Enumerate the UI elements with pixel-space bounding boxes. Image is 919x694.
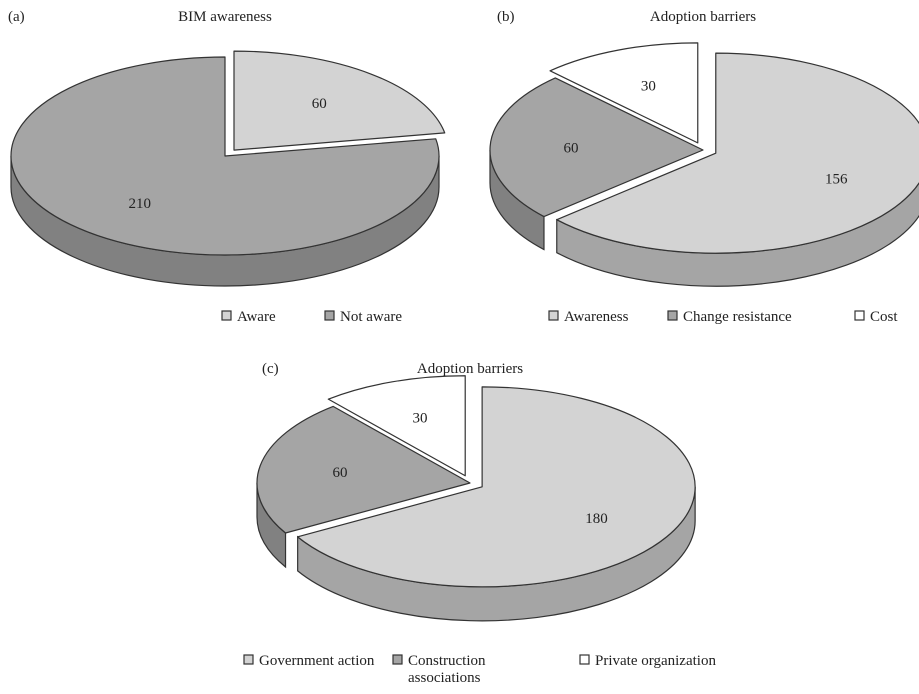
legend-swatch	[579, 654, 590, 665]
legend: Aware Not aware	[221, 309, 402, 325]
panel-letter: (c)	[262, 361, 279, 377]
data-label-not-aware: 210	[128, 196, 151, 212]
slice-government-action	[297, 386, 696, 588]
legend-label: associations	[408, 670, 481, 686]
data-label-cost: 30	[641, 78, 656, 94]
legend-swatch	[392, 654, 403, 665]
data-label-construction-associations: 60	[332, 465, 347, 481]
data-label-government-action: 180	[585, 511, 608, 527]
legend-label: Government action	[259, 653, 375, 669]
panel-letter: (b)	[497, 9, 515, 25]
slice-private-organization	[327, 375, 466, 477]
slice-aware	[233, 50, 446, 151]
legend: Government action Constructionassociation…	[243, 653, 716, 686]
legend-item-private-organization: Private organization	[579, 653, 716, 669]
slice-cost	[549, 42, 699, 144]
legend-item-not-aware: Not aware	[324, 309, 402, 325]
legend-swatch	[667, 310, 678, 321]
legend-item-aware: Aware	[221, 309, 276, 325]
data-label-private-organization: 30	[413, 411, 428, 427]
legend-label: Change resistance	[683, 309, 792, 325]
slice-awareness	[556, 52, 919, 254]
chart-panel-1: 60 210 (a) BIM awareness Aware Not aware	[8, 9, 446, 325]
legend-swatch	[243, 654, 254, 665]
slice-change-resistance	[489, 77, 704, 218]
legend-swatch	[548, 310, 559, 321]
chart-title: Adoption barriers	[650, 9, 756, 25]
chart-title: BIM awareness	[178, 9, 272, 25]
legend-swatch	[324, 310, 335, 321]
chart-panel-3: 180 60 30 (c) Adoption barriers Government ac…	[243, 361, 716, 686]
panel-letter: (a)	[8, 9, 25, 25]
legend-swatch	[854, 310, 865, 321]
legend-swatch	[221, 310, 232, 321]
legend-label: Construction	[408, 653, 486, 669]
legend-item-awareness: Awareness	[548, 309, 629, 325]
legend-label: Private organization	[595, 653, 716, 669]
data-label-awareness: 156	[825, 172, 848, 188]
data-label-aware: 60	[312, 96, 327, 112]
legend-item-cost: Cost	[854, 309, 898, 325]
legend-label: Awareness	[564, 309, 629, 325]
data-label-change-resistance: 60	[564, 141, 579, 157]
legend-label: Cost	[870, 309, 898, 325]
slice-construction-associations	[256, 405, 471, 534]
chart-title: Adoption barriers	[417, 361, 523, 377]
slice-not-aware	[10, 56, 440, 256]
legend: Awareness Change resistance Cost	[548, 309, 898, 325]
legend-item-change-resistance: Change resistance	[667, 309, 792, 325]
legend-label: Aware	[237, 309, 276, 325]
legend-label: Not aware	[340, 309, 402, 325]
chart-panel-2: 156 60 30 (b) Adoption barriers Awareness Chan…	[489, 9, 919, 325]
legend-item-government-action: Government action	[243, 653, 375, 669]
